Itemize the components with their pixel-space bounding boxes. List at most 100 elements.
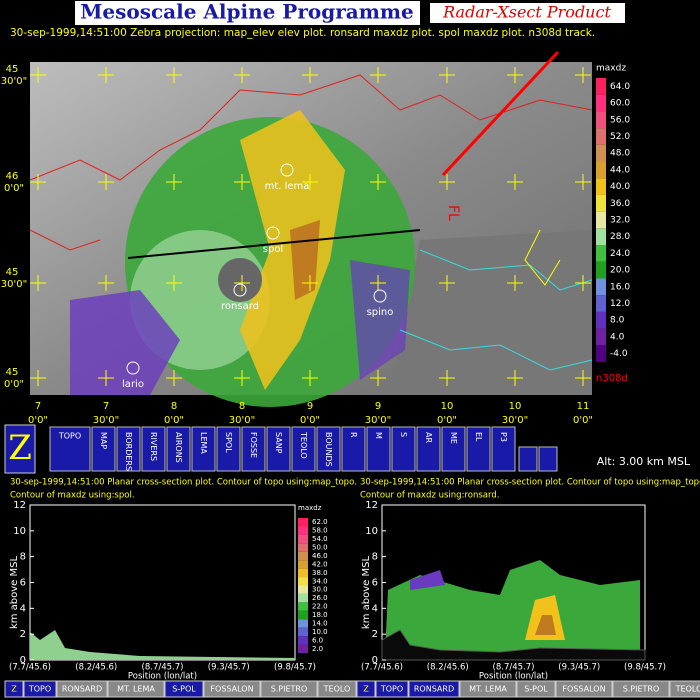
- colorbar-swatch: [596, 311, 606, 329]
- toolbar-button[interactable]: [49, 426, 91, 472]
- colorbar-label: 62.0: [312, 518, 328, 526]
- colorbar-swatch: [298, 644, 308, 653]
- toolbar-button[interactable]: [216, 426, 241, 472]
- bottom-button-label: FOSSALON: [562, 685, 605, 694]
- xsect-header: Contour of maxdz using:spol.: [10, 491, 135, 501]
- toolbar-label: TOPO: [58, 432, 81, 441]
- colorbar-swatch: [298, 585, 308, 594]
- toolbar-label: AIRONS: [174, 432, 183, 463]
- logo-button[interactable]: [4, 424, 36, 474]
- lon-min: 0'0": [300, 415, 320, 426]
- x-axis-title: Position (lon/lat): [128, 672, 197, 682]
- toolbar-button[interactable]: [141, 426, 166, 472]
- colorbar-label: 60.0: [610, 99, 630, 109]
- colorbar-swatch: [298, 534, 308, 544]
- bottom-button[interactable]: [260, 680, 318, 698]
- bottom-button[interactable]: [164, 680, 204, 698]
- bottom-button-label: Z: [363, 685, 369, 694]
- toolbar-button[interactable]: [538, 446, 558, 472]
- toolbar-button[interactable]: [441, 426, 466, 472]
- toolbar-button[interactable]: [91, 426, 116, 472]
- x-tick-label: (8.2/45.6): [75, 663, 117, 673]
- lake: [524, 229, 561, 286]
- colorbar-label: 64.0: [610, 82, 630, 92]
- topo-profile: [30, 630, 295, 660]
- logo: Z: [8, 428, 32, 468]
- lat-min: 0'0": [4, 183, 24, 194]
- colorbar-label: 28.0: [610, 232, 630, 242]
- toolbar-button[interactable]: [466, 426, 491, 472]
- lon-min: 0'0": [28, 415, 48, 426]
- colorbar-label: 52.0: [610, 132, 630, 142]
- colorbar-label: 14.0: [312, 619, 328, 627]
- topo-profile: [381, 629, 646, 661]
- toolbar-label: R: [349, 432, 358, 438]
- toolbar-button[interactable]: [391, 426, 416, 472]
- colorbar-label: 18.0: [312, 611, 328, 619]
- bottom-button[interactable]: [4, 680, 24, 698]
- colorbar-label: 20.0: [610, 266, 630, 276]
- colorbar-label: 34.0: [312, 577, 328, 585]
- colorbar-swatch: [298, 593, 308, 603]
- xsect-header: Contour of maxdz using:ronsard.: [360, 491, 499, 501]
- bottom-button[interactable]: [375, 680, 409, 698]
- product-box: [430, 3, 625, 23]
- toolbar-button[interactable]: [116, 426, 141, 472]
- border: [29, 74, 593, 181]
- colorbar-label: 30.0: [312, 586, 328, 594]
- bottom-button[interactable]: [555, 680, 613, 698]
- bottom-button[interactable]: [516, 680, 556, 698]
- toolbar-button[interactable]: [241, 426, 266, 472]
- bottom-button[interactable]: [107, 680, 165, 698]
- toolbar-label: SANP: [274, 432, 283, 454]
- bottom-button[interactable]: [612, 680, 670, 698]
- xsect-frame: [29, 504, 296, 661]
- bottom-button[interactable]: [408, 680, 460, 698]
- bottom-button[interactable]: [317, 680, 357, 698]
- bottom-button[interactable]: [459, 680, 517, 698]
- y-tick-label: 12: [365, 500, 378, 511]
- lon-deg: 10: [441, 401, 454, 412]
- y-tick-label: 2: [20, 629, 26, 640]
- bottom-button[interactable]: [669, 680, 700, 698]
- xsect-header: 30-sep-1999,14:51:00 Planar cross-sectio…: [10, 478, 357, 488]
- y-tick-label: 4: [20, 603, 26, 614]
- echo-weak: [70, 290, 180, 395]
- toolbar-button[interactable]: [366, 426, 391, 472]
- y-tick-label: 8: [20, 552, 26, 563]
- y-tick-label: 6: [20, 578, 26, 589]
- toolbar-button[interactable]: [518, 446, 538, 472]
- toolbar-button[interactable]: [291, 426, 316, 472]
- y-tick-label: 0: [372, 655, 378, 666]
- colorbar-label: -4.0: [610, 349, 628, 359]
- toolbar-button[interactable]: [341, 426, 366, 472]
- colorbar-label: 8.0: [610, 316, 625, 326]
- bottom-button[interactable]: [23, 680, 57, 698]
- colorbar-swatch: [596, 111, 606, 129]
- toolbar-label: ME: [449, 432, 458, 444]
- lat-deg: 45: [6, 267, 19, 278]
- bottom-button[interactable]: [203, 680, 261, 698]
- toolbar-button[interactable]: [316, 426, 341, 472]
- toolbar-button[interactable]: [191, 426, 216, 472]
- toolbar-button[interactable]: [166, 426, 191, 472]
- border: [29, 229, 101, 251]
- lat-deg: 46: [6, 171, 19, 182]
- aircraft-label: FL: [445, 205, 461, 221]
- colorbar-label: 6.0: [312, 636, 323, 644]
- station-marker: [233, 283, 247, 297]
- toolbar-button[interactable]: [491, 426, 516, 472]
- bottom-button-label: S.PIETRO: [623, 685, 660, 694]
- toolbar-button[interactable]: [416, 426, 441, 472]
- toolbar-button[interactable]: [266, 426, 291, 472]
- colorbar-label: 38.0: [312, 569, 328, 577]
- bottom-button[interactable]: [356, 680, 376, 698]
- lon-deg: 8: [239, 401, 245, 412]
- y-tick-label: 2: [372, 629, 378, 640]
- colorbar-swatch: [596, 144, 606, 162]
- bottom-button[interactable]: [56, 680, 108, 698]
- lon-deg: 8: [171, 401, 177, 412]
- x-tick-label: (9.3/45.7): [558, 663, 600, 673]
- colorbar-swatch: [298, 619, 308, 628]
